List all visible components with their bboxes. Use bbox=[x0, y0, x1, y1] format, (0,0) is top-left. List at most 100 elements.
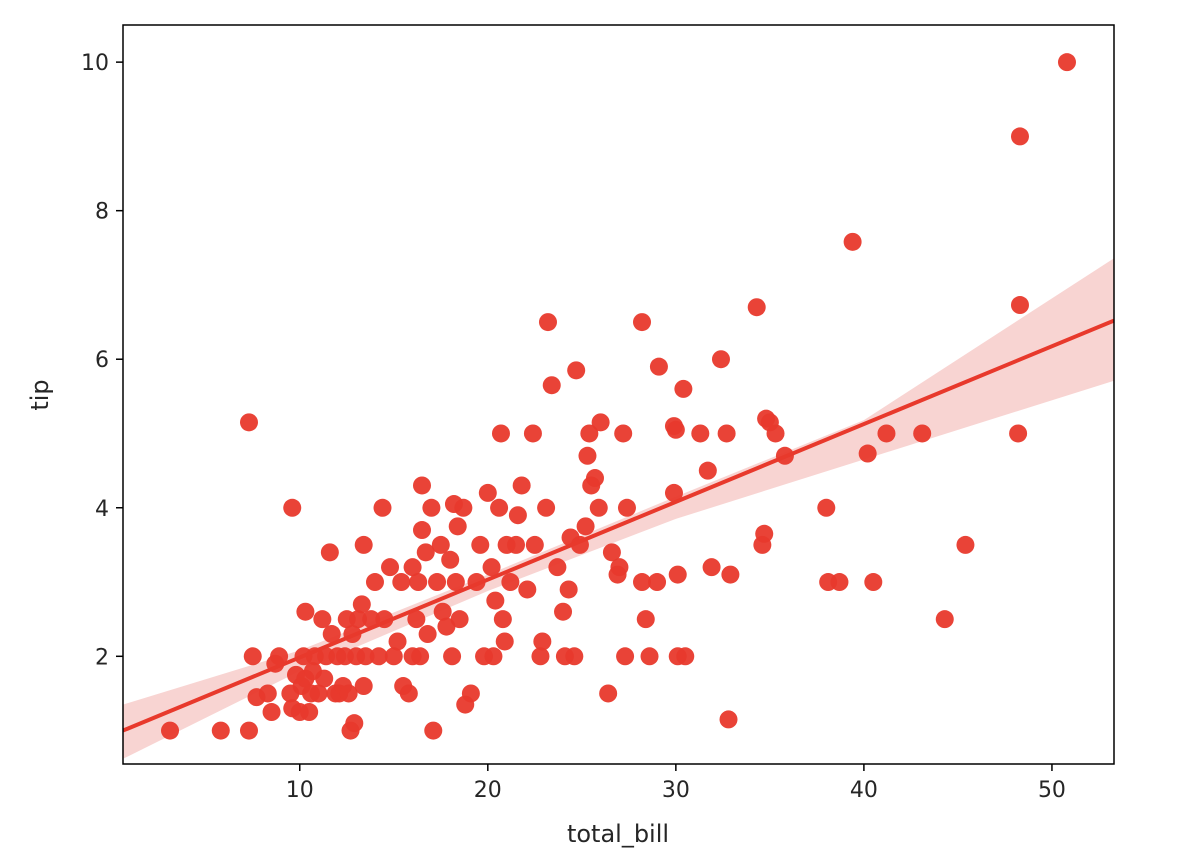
data-point bbox=[554, 602, 573, 621]
data-point bbox=[441, 550, 460, 569]
data-point bbox=[433, 602, 452, 621]
data-point bbox=[443, 647, 462, 666]
y-tick-label: 4 bbox=[95, 497, 109, 522]
data-point bbox=[711, 350, 730, 369]
data-point bbox=[399, 684, 418, 703]
data-point bbox=[431, 535, 450, 554]
data-point bbox=[482, 558, 501, 577]
data-point bbox=[461, 684, 480, 703]
data-point bbox=[864, 573, 883, 592]
data-point bbox=[830, 573, 849, 592]
data-point bbox=[365, 573, 384, 592]
data-point bbox=[424, 721, 443, 740]
y-axis-label: tip bbox=[26, 379, 54, 410]
data-point bbox=[388, 632, 407, 651]
data-point bbox=[454, 498, 473, 517]
data-point bbox=[935, 610, 954, 629]
data-point bbox=[407, 610, 426, 629]
regression-line bbox=[123, 318, 1114, 733]
data-point bbox=[719, 710, 738, 729]
data-point bbox=[580, 424, 599, 443]
x-axis: 10 20 30 40 50 bbox=[286, 764, 1066, 803]
x-axis-label: total_bill bbox=[567, 820, 669, 848]
data-point bbox=[501, 573, 520, 592]
data-point bbox=[537, 498, 556, 517]
data-point bbox=[533, 632, 552, 651]
data-point bbox=[384, 647, 403, 666]
data-point bbox=[339, 684, 358, 703]
data-point bbox=[411, 647, 430, 666]
y-axis: 2 4 6 8 10 bbox=[81, 51, 123, 670]
data-point bbox=[633, 573, 652, 592]
data-point bbox=[956, 535, 975, 554]
data-point bbox=[668, 565, 687, 584]
data-point bbox=[349, 610, 368, 629]
data-point bbox=[616, 647, 635, 666]
data-point bbox=[437, 617, 456, 636]
data-point bbox=[649, 357, 668, 376]
data-point bbox=[538, 313, 557, 332]
data-point bbox=[525, 535, 544, 554]
data-point bbox=[211, 721, 230, 740]
data-point bbox=[354, 535, 373, 554]
data-point bbox=[486, 591, 505, 610]
x-tick-label: 10 bbox=[286, 778, 314, 803]
data-point bbox=[309, 684, 328, 703]
data-point bbox=[354, 677, 373, 696]
data-point bbox=[565, 647, 584, 666]
data-point bbox=[591, 413, 610, 432]
data-point bbox=[698, 461, 717, 480]
data-point bbox=[1010, 296, 1029, 315]
data-point bbox=[362, 610, 381, 629]
data-point bbox=[1057, 53, 1076, 72]
data-point bbox=[576, 517, 595, 536]
data-point bbox=[369, 647, 388, 666]
data-point bbox=[858, 444, 877, 463]
data-point bbox=[548, 558, 567, 577]
data-point bbox=[422, 498, 441, 517]
y-tick-label: 6 bbox=[95, 348, 109, 373]
data-point bbox=[373, 498, 392, 517]
data-point bbox=[1009, 424, 1028, 443]
data-point bbox=[345, 714, 364, 733]
data-point bbox=[691, 424, 710, 443]
data-point bbox=[578, 446, 597, 465]
data-point bbox=[702, 558, 721, 577]
data-point bbox=[913, 424, 932, 443]
data-point bbox=[412, 476, 431, 495]
data-point bbox=[817, 498, 836, 517]
data-point bbox=[747, 298, 766, 317]
data-point bbox=[567, 361, 586, 380]
data-point bbox=[523, 424, 542, 443]
data-point bbox=[403, 558, 422, 577]
data-point bbox=[585, 469, 604, 488]
x-tick-label: 50 bbox=[1038, 778, 1066, 803]
data-point bbox=[721, 565, 740, 584]
data-point bbox=[495, 632, 514, 651]
data-point bbox=[640, 647, 659, 666]
data-point bbox=[633, 313, 652, 332]
data-point bbox=[484, 647, 503, 666]
data-point bbox=[877, 424, 896, 443]
data-point bbox=[428, 573, 447, 592]
data-point bbox=[493, 610, 512, 629]
y-tick-label: 2 bbox=[95, 645, 109, 670]
data-point bbox=[270, 647, 289, 666]
data-point bbox=[636, 610, 655, 629]
data-point bbox=[313, 610, 332, 629]
data-point bbox=[602, 543, 621, 562]
data-point bbox=[599, 684, 618, 703]
data-point bbox=[617, 498, 636, 517]
data-point bbox=[666, 420, 685, 439]
data-point bbox=[243, 647, 262, 666]
confidence-band bbox=[123, 258, 1114, 759]
x-tick-label: 20 bbox=[474, 778, 502, 803]
x-tick-label: 30 bbox=[662, 778, 690, 803]
data-point bbox=[507, 535, 526, 554]
y-tick-label: 8 bbox=[95, 200, 109, 225]
data-point bbox=[664, 483, 683, 502]
data-point bbox=[356, 647, 375, 666]
data-point bbox=[471, 535, 490, 554]
data-point bbox=[676, 647, 695, 666]
